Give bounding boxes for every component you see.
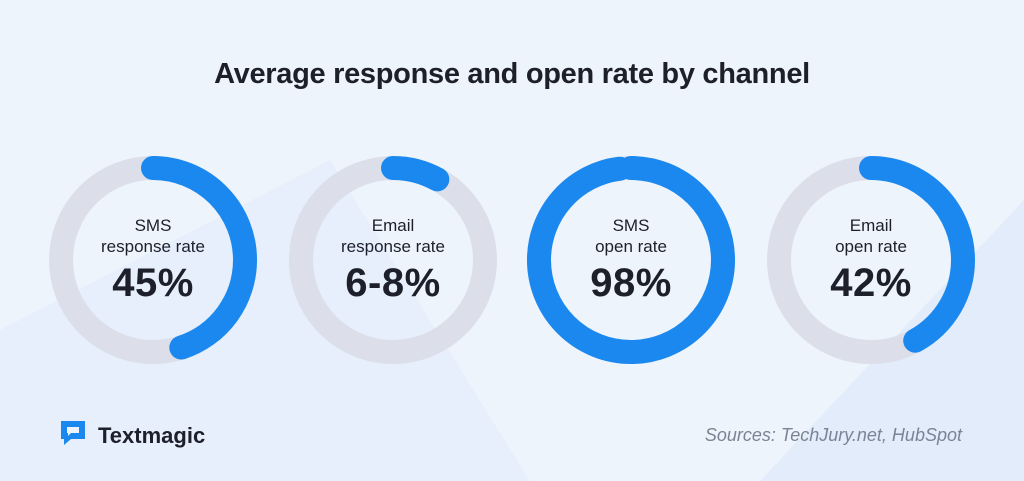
donut-value: 98% — [590, 260, 672, 305]
donut-value: 6-8% — [345, 260, 441, 305]
brand-name: Textmagic — [98, 422, 206, 448]
brand-logo[interactable]: Textmagic — [58, 418, 205, 453]
donut-label-line2: open rate — [835, 236, 907, 256]
donut-value: 42% — [830, 260, 912, 305]
donut-label-line2: response rate — [101, 236, 205, 256]
donut-label-line1: Email — [371, 215, 415, 235]
donut-ring — [767, 156, 975, 364]
chart-title: Average response and open rate by channe… — [214, 58, 810, 90]
chat-bubble-icon — [58, 418, 88, 453]
sources-note: Sources: TechJury.net, HubSpot — [704, 425, 962, 445]
donut-ring — [289, 156, 497, 364]
donut-label-line1: SMS — [612, 215, 650, 235]
donut-ring — [49, 156, 257, 364]
donut-label-line2: open rate — [595, 236, 667, 256]
donut-sms-open: SMS open rate 98% — [526, 155, 736, 365]
donut-sms-response: SMS response rate 45% — [48, 155, 258, 365]
donut-ring — [527, 156, 735, 364]
donut-label-line1: Email — [849, 215, 893, 235]
donut-email-response: Email response rate 6-8% — [288, 155, 498, 365]
donut-email-open: Email open rate 42% — [766, 155, 976, 365]
donut-value: 45% — [112, 260, 194, 305]
donut-arc — [49, 156, 257, 364]
donut-label-line1: SMS — [134, 215, 172, 235]
donut-arc — [767, 156, 975, 364]
donut-arc — [289, 156, 497, 364]
donut-arc — [527, 156, 735, 364]
donut-label-line2: response rate — [341, 236, 445, 256]
